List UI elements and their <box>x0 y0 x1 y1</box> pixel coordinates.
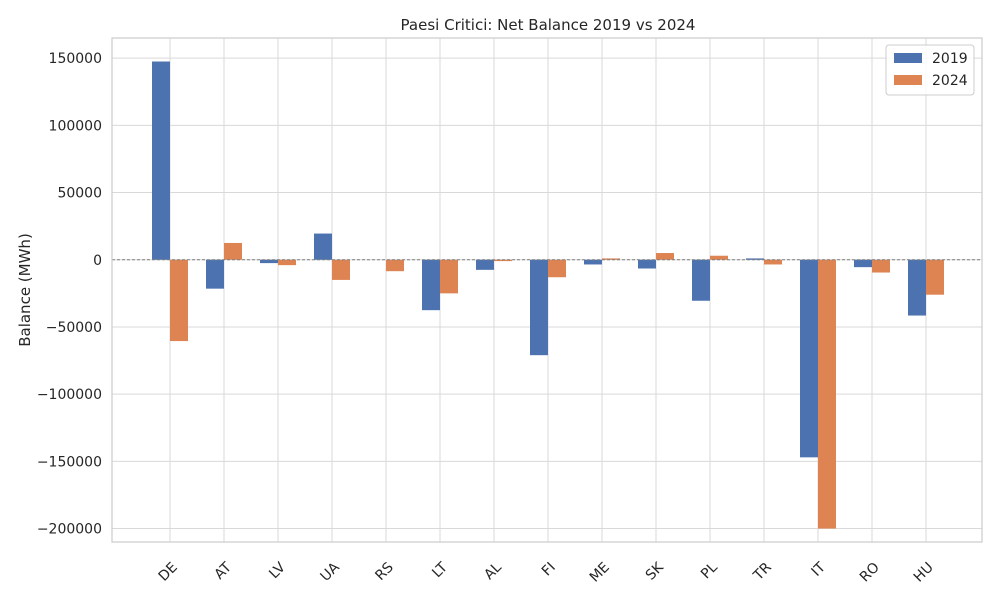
y-tick-label: −150000 <box>37 454 102 470</box>
bar-2024-RO <box>872 259 890 273</box>
x-tick-label-IT: IT <box>809 559 830 580</box>
x-tick-label-RO: RO <box>857 560 883 586</box>
bar-2019-HU <box>908 259 926 316</box>
legend-swatch-2019 <box>894 53 922 63</box>
x-tick-label-TR: TR <box>750 559 775 584</box>
x-tick-label-LT: LT <box>429 559 451 581</box>
bar-2019-ME <box>584 259 602 265</box>
bar-2024-RS <box>386 259 404 272</box>
x-tick-label-AL: AL <box>481 559 505 583</box>
x-tick-label-HU: HU <box>911 560 937 586</box>
legend: 2019 2024 <box>885 44 975 96</box>
x-tick-label-AT: AT <box>211 559 235 583</box>
x-tick-label-RS: RS <box>372 559 397 584</box>
plot-frame <box>111 37 983 543</box>
x-tick-label-FI: FI <box>539 560 559 580</box>
bar-2019-RO <box>854 259 872 268</box>
x-tick-label-SK: SK <box>643 559 668 584</box>
bar-2024-AT <box>224 242 242 260</box>
bar-2024-SK <box>656 253 674 260</box>
bar-2019-IT <box>800 259 818 458</box>
bar-2024-UA <box>332 259 350 280</box>
bars-layer <box>152 61 944 529</box>
y-tick-label: −100000 <box>37 387 102 403</box>
y-tick-label: 100000 <box>49 118 102 134</box>
bar-2019-DE <box>152 61 170 260</box>
x-tick-label-PL: PL <box>698 559 721 582</box>
bar-2024-DE <box>170 259 188 342</box>
legend-label-2024: 2024 <box>932 73 968 89</box>
x-tick-label-ME: ME <box>587 560 613 586</box>
legend-label-2019: 2019 <box>932 51 968 67</box>
bar-2019-AL <box>476 259 494 270</box>
bar-2024-AL <box>494 259 512 262</box>
bar-2019-LV <box>260 259 278 264</box>
bar-2024-IT <box>818 259 836 529</box>
bar-2019-LT <box>422 259 440 311</box>
y-tick-label: −50000 <box>46 320 102 336</box>
bar-2019-PL <box>692 259 710 301</box>
y-tick-label: 150000 <box>49 51 102 67</box>
bar-2024-PL <box>710 255 728 260</box>
y-tick-label: 0 <box>93 253 102 269</box>
y-tick-label: −200000 <box>37 522 102 538</box>
y-tick-label: 50000 <box>57 186 102 202</box>
x-tick-label-UA: UA <box>317 559 343 585</box>
y-axis-label: Balance (MWh) <box>16 233 34 347</box>
bar-2019-UA <box>314 233 332 260</box>
x-tick-label-LV: LV <box>266 559 289 582</box>
x-tick-label-DE: DE <box>156 560 181 585</box>
legend-swatch-2024 <box>894 75 922 85</box>
bar-2019-SK <box>638 259 656 269</box>
bar-2024-ME <box>602 258 620 260</box>
bar-2019-AT <box>206 259 224 289</box>
bar-2024-FI <box>548 259 566 278</box>
bar-2024-LV <box>278 259 296 266</box>
chart-title: Paesi Critici: Net Balance 2019 vs 2024 <box>401 16 696 34</box>
bar-2019-FI <box>530 259 548 356</box>
bar-2024-TR <box>764 259 782 265</box>
bar-2024-HU <box>926 259 944 295</box>
bar-2024-LT <box>440 259 458 294</box>
bar-2019-TR <box>746 258 764 260</box>
